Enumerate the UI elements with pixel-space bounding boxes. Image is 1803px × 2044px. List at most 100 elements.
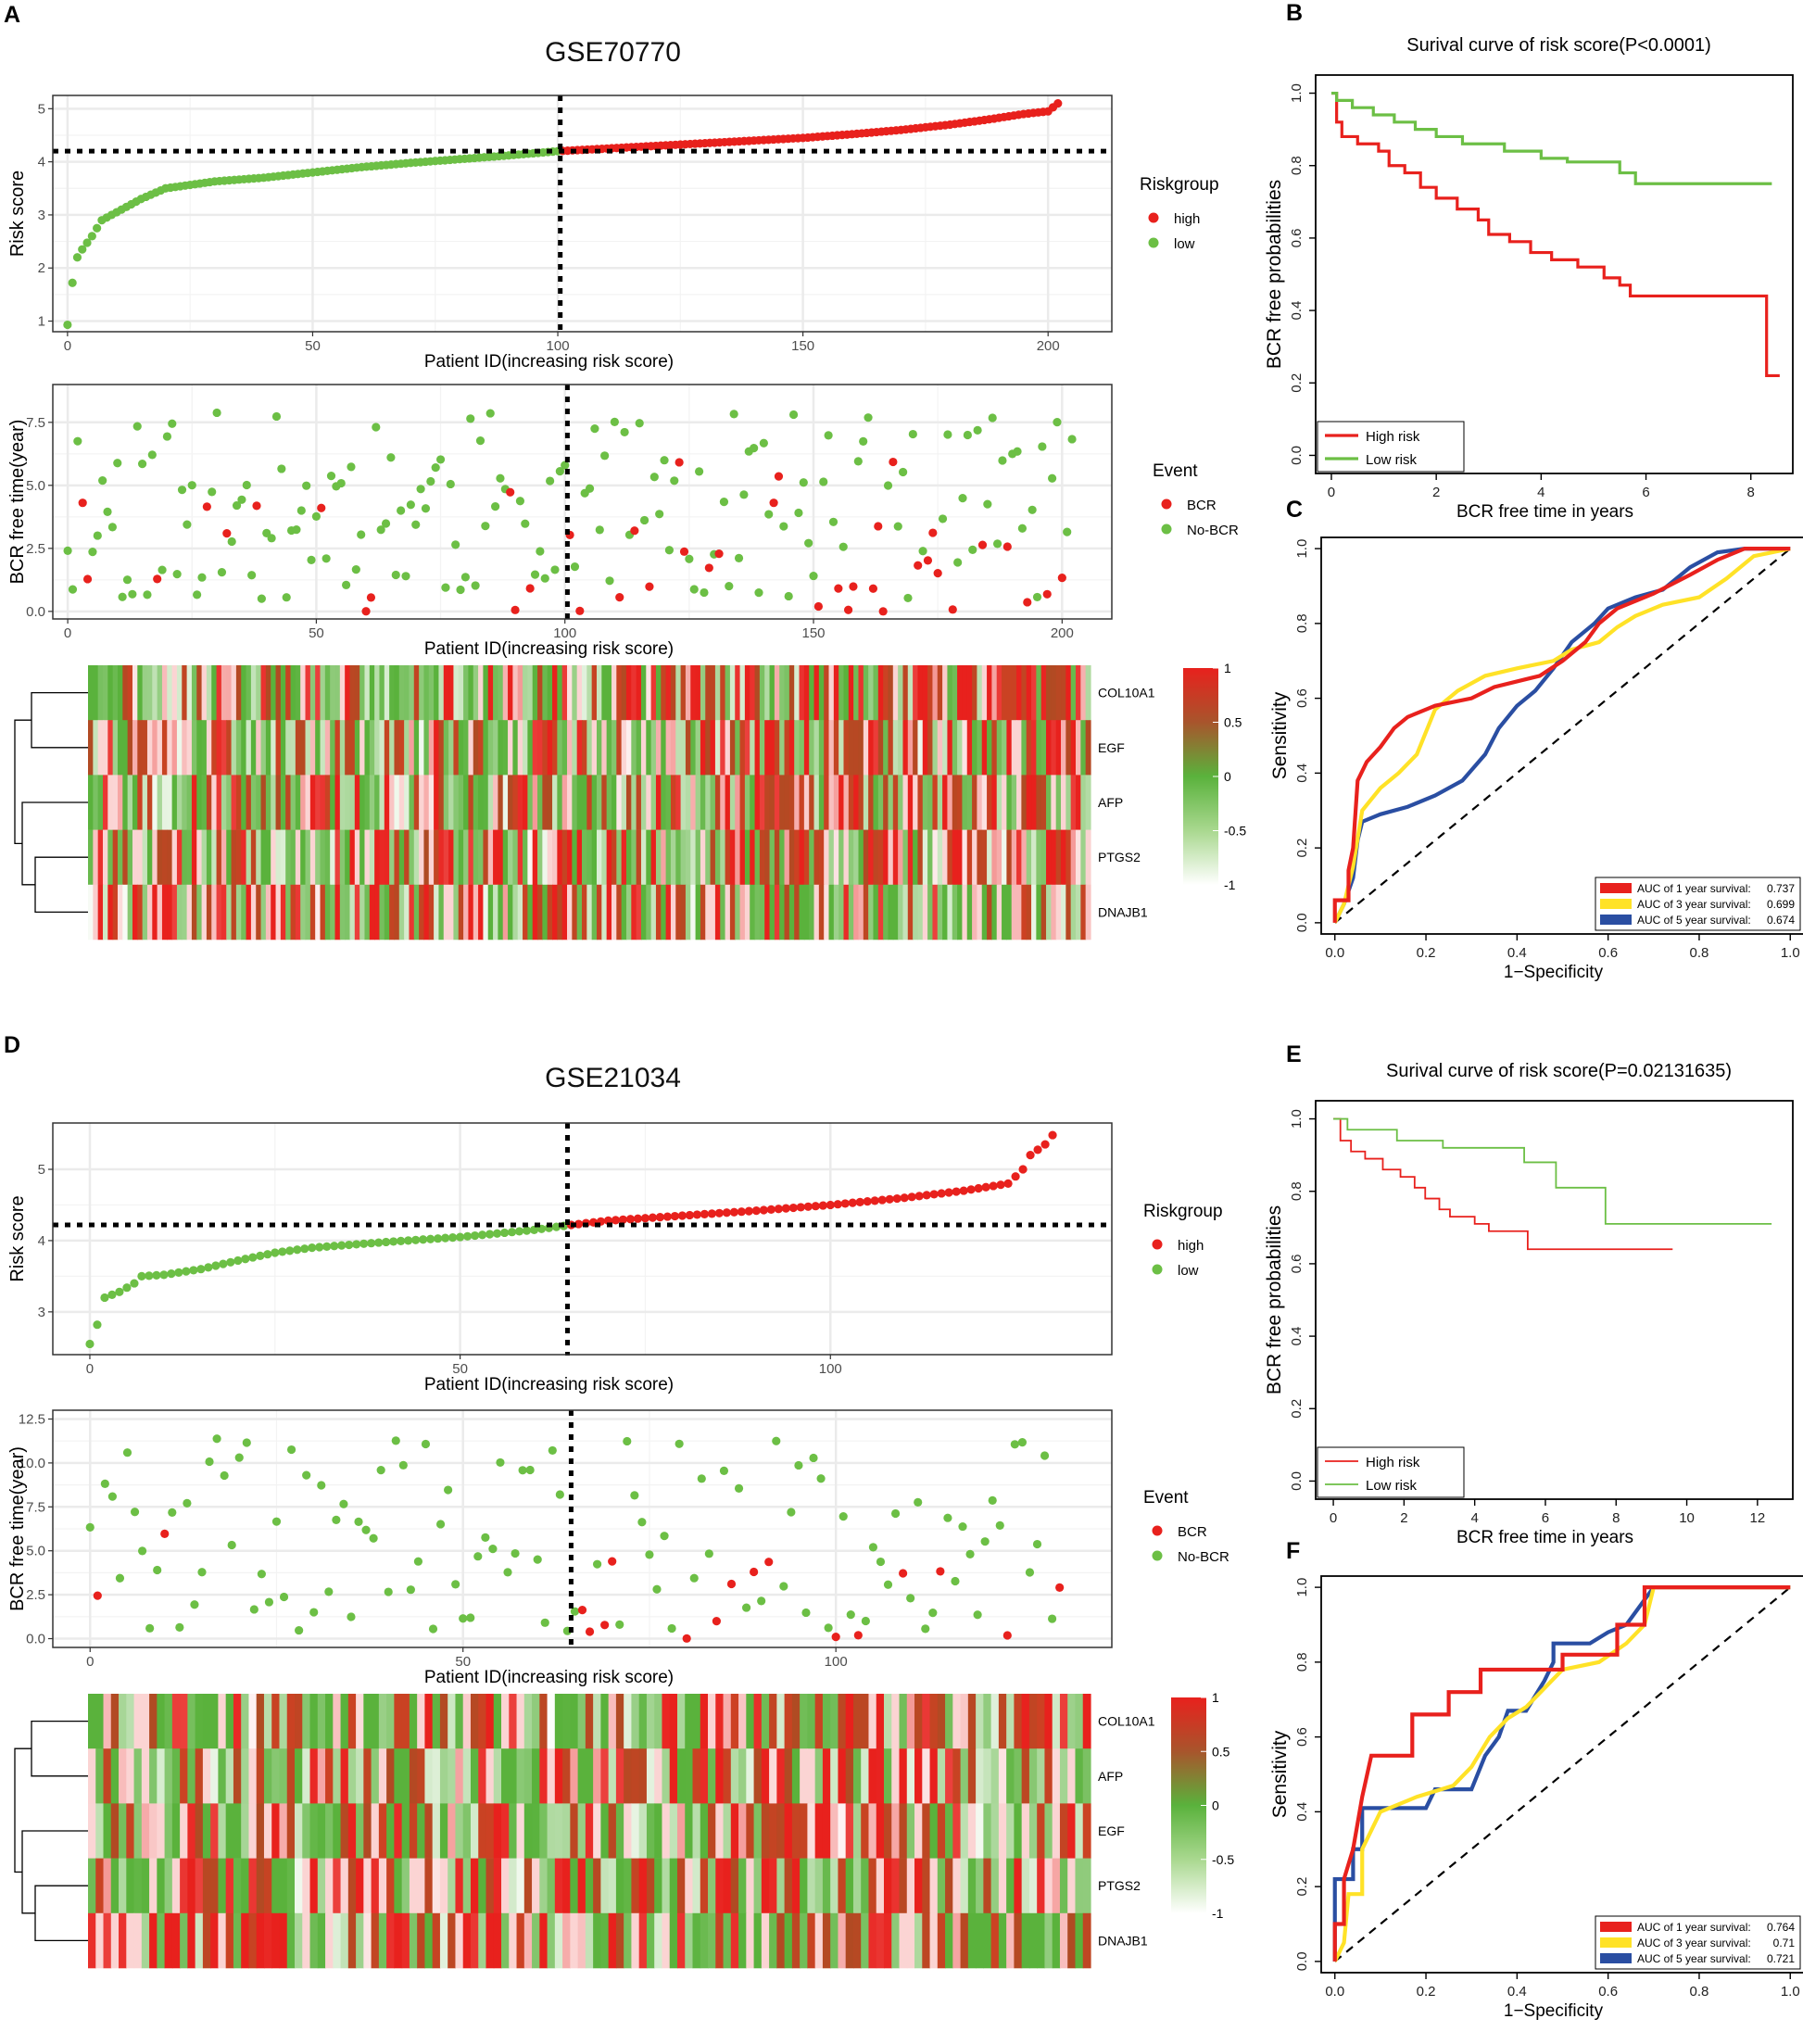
heatmap-cell — [906, 1748, 915, 1804]
heatmap-cell — [800, 1694, 808, 1749]
heatmap-cell — [1052, 1803, 1061, 1859]
heatmap-cell — [960, 1803, 969, 1859]
x-axis-label: 1−Specificity — [1504, 963, 1604, 982]
heatmap-cell — [813, 775, 820, 830]
heatmap-cell — [1011, 665, 1017, 721]
event-point — [824, 431, 833, 440]
heatmap-cell — [567, 665, 573, 721]
heatmap-cell — [384, 884, 390, 940]
event-point — [769, 498, 778, 508]
event-point — [183, 1498, 192, 1508]
heatmap-cell — [527, 884, 534, 940]
event-point — [739, 490, 749, 499]
heatmap-cell — [142, 775, 148, 830]
y-axis-label: BCR free probabilities — [1264, 1205, 1285, 1394]
heatmap-cell — [942, 775, 949, 830]
heatmap-cell — [972, 720, 978, 776]
heatmap-cell — [675, 720, 682, 776]
heatmap-cell — [389, 720, 396, 776]
heatmap-cell — [945, 1803, 953, 1859]
heatmap-cell — [231, 829, 237, 886]
heatmap-cell — [1014, 1912, 1023, 1969]
heatmap-cell — [133, 1803, 143, 1859]
x-axis-label: BCR free time in years — [1456, 1528, 1633, 1547]
heatmap-cell — [1061, 829, 1066, 886]
heatmap-cell — [776, 1694, 786, 1749]
risk-point — [419, 1235, 428, 1244]
heatmap-cell — [631, 665, 637, 721]
heatmap-cell — [191, 665, 197, 721]
heatmap-cell — [196, 884, 203, 940]
legend-label: AUC of 5 year survival: — [1637, 1952, 1751, 1965]
event-point — [928, 528, 938, 537]
legend-auc: 0.71 — [1773, 1937, 1796, 1949]
event-point — [481, 522, 490, 531]
heatmap-cell — [167, 720, 173, 776]
heatmap-cell — [498, 665, 504, 721]
event-point — [828, 517, 838, 526]
heatmap-cell — [922, 720, 928, 776]
legend-swatch — [1600, 1953, 1632, 1963]
heatmap-cell — [176, 665, 183, 721]
heatmap-cell — [202, 1694, 211, 1749]
event-point — [933, 569, 942, 578]
heatmap-cell — [769, 829, 775, 886]
heatmap-cell — [838, 775, 845, 830]
heatmap-cell — [187, 1803, 196, 1859]
heatmap-cell — [112, 720, 119, 776]
heatmap-cell — [692, 1912, 701, 1969]
heatmap-cell — [636, 884, 642, 940]
risk-point — [981, 1182, 990, 1192]
heatmap-cell — [650, 775, 657, 830]
heatmap-cell — [221, 775, 227, 830]
heatmap-cell — [794, 720, 801, 776]
heatmap-cell — [902, 665, 909, 721]
heatmap-cell — [695, 829, 701, 886]
heatmap-cell — [764, 665, 771, 721]
heatmap-cell — [1051, 720, 1057, 776]
heatmap-cell — [809, 665, 815, 721]
heatmap-cell — [998, 1748, 1007, 1804]
y-tick-label: 0.6 — [1294, 1727, 1310, 1747]
heatmap-cell — [739, 829, 746, 886]
heatmap-cell — [1051, 665, 1057, 721]
chart-title: Surival curve of risk score(P<0.0001) — [1406, 35, 1710, 56]
heatmap-cell — [384, 665, 390, 721]
event-point — [675, 1439, 684, 1448]
heatmap-cell — [241, 829, 247, 886]
event-point — [257, 594, 266, 603]
heatmap-cell — [891, 1912, 901, 1969]
event-point — [466, 1613, 475, 1622]
event-point — [1032, 1539, 1042, 1549]
heatmap-cell — [1021, 1803, 1030, 1859]
heatmap-cell — [981, 775, 988, 830]
heatmap-cell — [324, 829, 331, 886]
heatmap-cell — [945, 1748, 953, 1804]
event-point — [843, 605, 853, 614]
heatmap-cell — [1002, 829, 1007, 886]
risk-point — [248, 1253, 258, 1262]
heatmap-cell — [202, 1912, 211, 1969]
colorbar-label: 0 — [1224, 769, 1231, 784]
heatmap-cell — [972, 665, 978, 721]
heatmap-cell — [593, 1748, 601, 1804]
heatmap-cell — [624, 1912, 633, 1969]
event-point — [376, 525, 385, 535]
heatmap-cell — [210, 1748, 220, 1804]
event-point — [908, 429, 917, 439]
heatmap-cell — [157, 775, 163, 830]
event-point — [714, 549, 724, 559]
heatmap-cell — [532, 1803, 540, 1859]
heatmap-cell — [502, 829, 509, 886]
heatmap-cell — [241, 884, 247, 940]
colorbar-label: 1 — [1224, 661, 1231, 675]
heatmap-cell — [487, 884, 494, 940]
heatmap-cell — [843, 884, 850, 940]
heatmap-cell — [608, 1803, 617, 1859]
event-point — [115, 1573, 125, 1583]
heatmap-cell — [1006, 720, 1013, 776]
heatmap-cell — [142, 665, 148, 721]
heatmap-cell — [501, 1858, 510, 1914]
heatmap-cell — [487, 829, 494, 886]
x-tick-label: 6 — [1642, 485, 1649, 500]
